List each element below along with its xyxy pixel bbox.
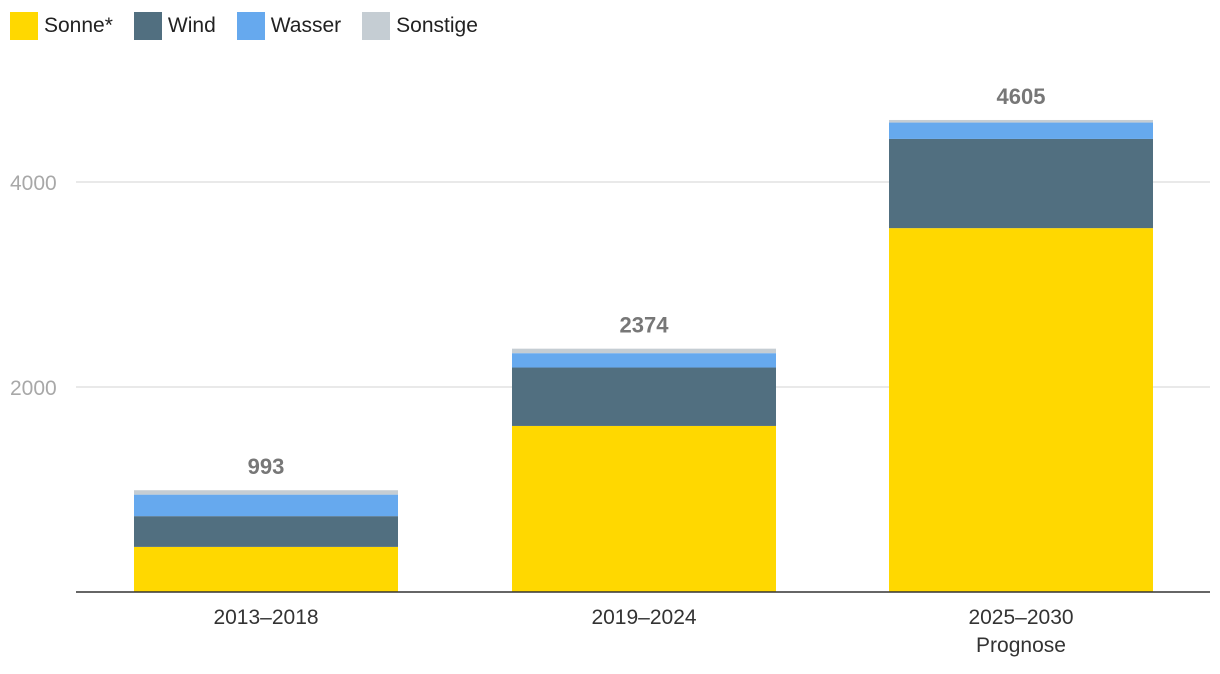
legend-swatch-sonne	[10, 12, 38, 40]
bar-segment-sonstige-0	[134, 490, 398, 495]
bar-segment-wind-1	[512, 367, 776, 426]
y-tick-label-1: 4000	[10, 172, 57, 195]
y-tick-label-0: 2000	[10, 377, 57, 400]
legend-item-wasser: Wasser	[236, 12, 342, 40]
legend-swatch-wasser	[236, 12, 265, 40]
bar-segment-wasser-0	[134, 494, 398, 517]
x-category-label-2: 2025–2030	[968, 606, 1073, 629]
x-category-sublabel-2: Prognose	[976, 634, 1066, 657]
legend-swatch-sonstige	[362, 12, 391, 40]
legend-item-wind: Wind	[133, 12, 216, 40]
legend-item-sonne: Sonne*	[10, 12, 113, 40]
x-category-label-1: 2019–2024	[591, 606, 696, 629]
bar-segment-sonstige-1	[512, 348, 776, 354]
bar-segment-sonne-0	[134, 546, 398, 592]
bar-segment-wind-2	[889, 138, 1153, 229]
bar-segment-sonne-1	[512, 425, 776, 592]
bar-segment-wasser-1	[512, 353, 776, 368]
legend-label-sonstige: Sonstige	[396, 14, 478, 37]
legend-item-sonstige: Sonstige	[362, 12, 478, 40]
bar-total-label-0: 993	[248, 454, 285, 479]
legend-label-wind: Wind	[167, 14, 216, 37]
bar-segment-sonne-2	[889, 228, 1153, 592]
x-category-label-0: 2013–2018	[213, 606, 318, 629]
bar-total-label-1: 2374	[620, 313, 670, 338]
bar-segment-sonstige-2	[889, 119, 1153, 123]
bar-segment-wind-0	[134, 516, 398, 547]
chart-legend: Sonne* Wind Wasser Sonstige	[10, 12, 499, 40]
bar-total-label-2: 4605	[997, 84, 1046, 109]
legend-label-wasser: Wasser	[270, 14, 342, 37]
legend-label-sonne: Sonne*	[44, 14, 113, 37]
bar-segment-wasser-2	[889, 122, 1153, 139]
legend-swatch-wind	[133, 12, 162, 40]
